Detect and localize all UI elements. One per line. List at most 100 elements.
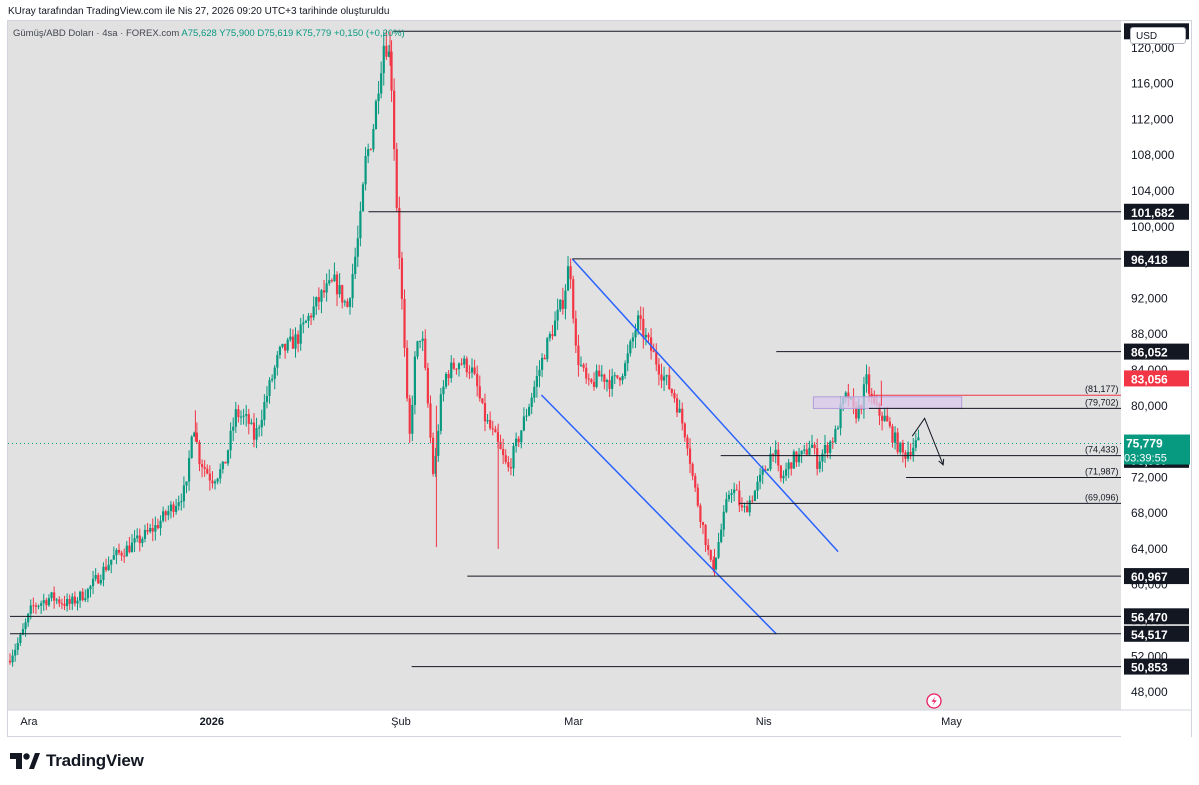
candle-body <box>421 338 424 341</box>
y-tick-label: 88,000 <box>1131 327 1168 341</box>
candle-body <box>8 660 12 663</box>
candle-body <box>58 599 61 604</box>
candle-body <box>546 338 549 360</box>
plot-area <box>8 30 1121 668</box>
candle-body <box>14 649 17 656</box>
tradingview-wordmark: TradingView <box>46 751 144 770</box>
candle-body <box>265 395 269 403</box>
legend-low: D75,619 <box>257 28 294 39</box>
candle-body <box>533 386 536 398</box>
candle-body <box>642 318 645 338</box>
candle-body <box>675 398 679 413</box>
candle-body <box>335 274 339 295</box>
candle-body <box>304 320 307 323</box>
candle-body <box>800 450 803 455</box>
candle-body <box>769 453 772 470</box>
candle-body <box>213 481 217 484</box>
candle-body <box>649 337 653 351</box>
y-tick-label: 112,000 <box>1131 112 1174 126</box>
candle-body <box>162 511 165 521</box>
candle-body <box>743 506 746 508</box>
tradingview-logo[interactable]: TradingView <box>10 751 144 771</box>
candle-body <box>112 555 115 560</box>
candle-body <box>681 408 684 424</box>
candle-body <box>403 298 406 348</box>
y-tick-label: 108,000 <box>1131 148 1175 162</box>
candle-body <box>377 93 380 102</box>
price-badge-label: 60,967 <box>1131 570 1168 584</box>
candle-body <box>465 358 468 373</box>
candle-body <box>759 474 762 482</box>
candle-body <box>662 376 666 381</box>
candle-body <box>595 370 598 387</box>
candle-body <box>172 504 175 512</box>
candle-body <box>193 432 196 437</box>
chart-pane[interactable] <box>8 21 1121 710</box>
candle-body <box>899 442 902 453</box>
candle-body <box>346 301 349 307</box>
price-badge-label: 101,682 <box>1131 206 1175 220</box>
level-value-label: (81,177) <box>1085 384 1119 394</box>
candle-body <box>746 506 749 513</box>
candle-body <box>522 416 526 431</box>
candle-body <box>590 379 593 382</box>
candle-body <box>618 377 622 381</box>
candle-body <box>45 600 48 606</box>
candle-body <box>507 461 510 468</box>
candle-body <box>374 101 378 129</box>
candle-body <box>582 364 585 368</box>
candle-body <box>463 358 466 365</box>
candle-body <box>32 605 35 607</box>
candle-body <box>652 350 655 353</box>
candle-body <box>120 552 123 556</box>
candle-body <box>42 600 45 604</box>
candle-body <box>886 415 889 422</box>
candle-body <box>883 415 886 421</box>
candle-body <box>600 374 603 377</box>
candle-body <box>917 437 920 441</box>
candle-body <box>621 376 624 381</box>
candle-body <box>738 490 741 506</box>
candle-body <box>460 363 463 365</box>
candle-body <box>857 405 860 419</box>
candle-body <box>727 494 731 500</box>
candle-body <box>354 256 357 275</box>
candle-body <box>553 320 557 337</box>
x-tick-label: Şub <box>391 716 411 728</box>
candle-body <box>688 448 692 464</box>
channel-line <box>571 258 839 553</box>
candle-body <box>159 520 162 529</box>
candle-body <box>644 334 647 338</box>
candle-body <box>55 599 58 601</box>
candle-body <box>805 449 808 455</box>
candle-body <box>328 280 331 284</box>
candle-body <box>655 352 658 365</box>
candle-body <box>104 566 108 570</box>
candle-body <box>408 398 411 434</box>
candle-body <box>551 334 554 337</box>
candle-body <box>107 564 110 570</box>
candle-body <box>813 444 816 449</box>
candle-body <box>66 598 69 606</box>
candle-body <box>720 529 723 542</box>
candle-body <box>647 334 650 338</box>
candle-body <box>634 330 637 338</box>
candle-body <box>169 504 173 512</box>
candle-body <box>286 339 289 351</box>
price-badge <box>1124 568 1189 585</box>
candle-body <box>891 426 894 443</box>
candle-body <box>234 409 237 427</box>
candle-body <box>748 500 751 513</box>
candle-body <box>777 449 780 466</box>
candle-body <box>429 403 432 438</box>
candle-body <box>707 545 710 551</box>
candle-body <box>792 451 795 469</box>
candle-body <box>237 409 240 418</box>
currency-selector[interactable]: USD <box>1130 27 1186 44</box>
candle-body <box>564 290 567 309</box>
candle-body <box>268 380 271 396</box>
candle-body <box>657 364 660 375</box>
candle-body <box>239 416 243 418</box>
economic-event-icon[interactable] <box>926 693 942 709</box>
